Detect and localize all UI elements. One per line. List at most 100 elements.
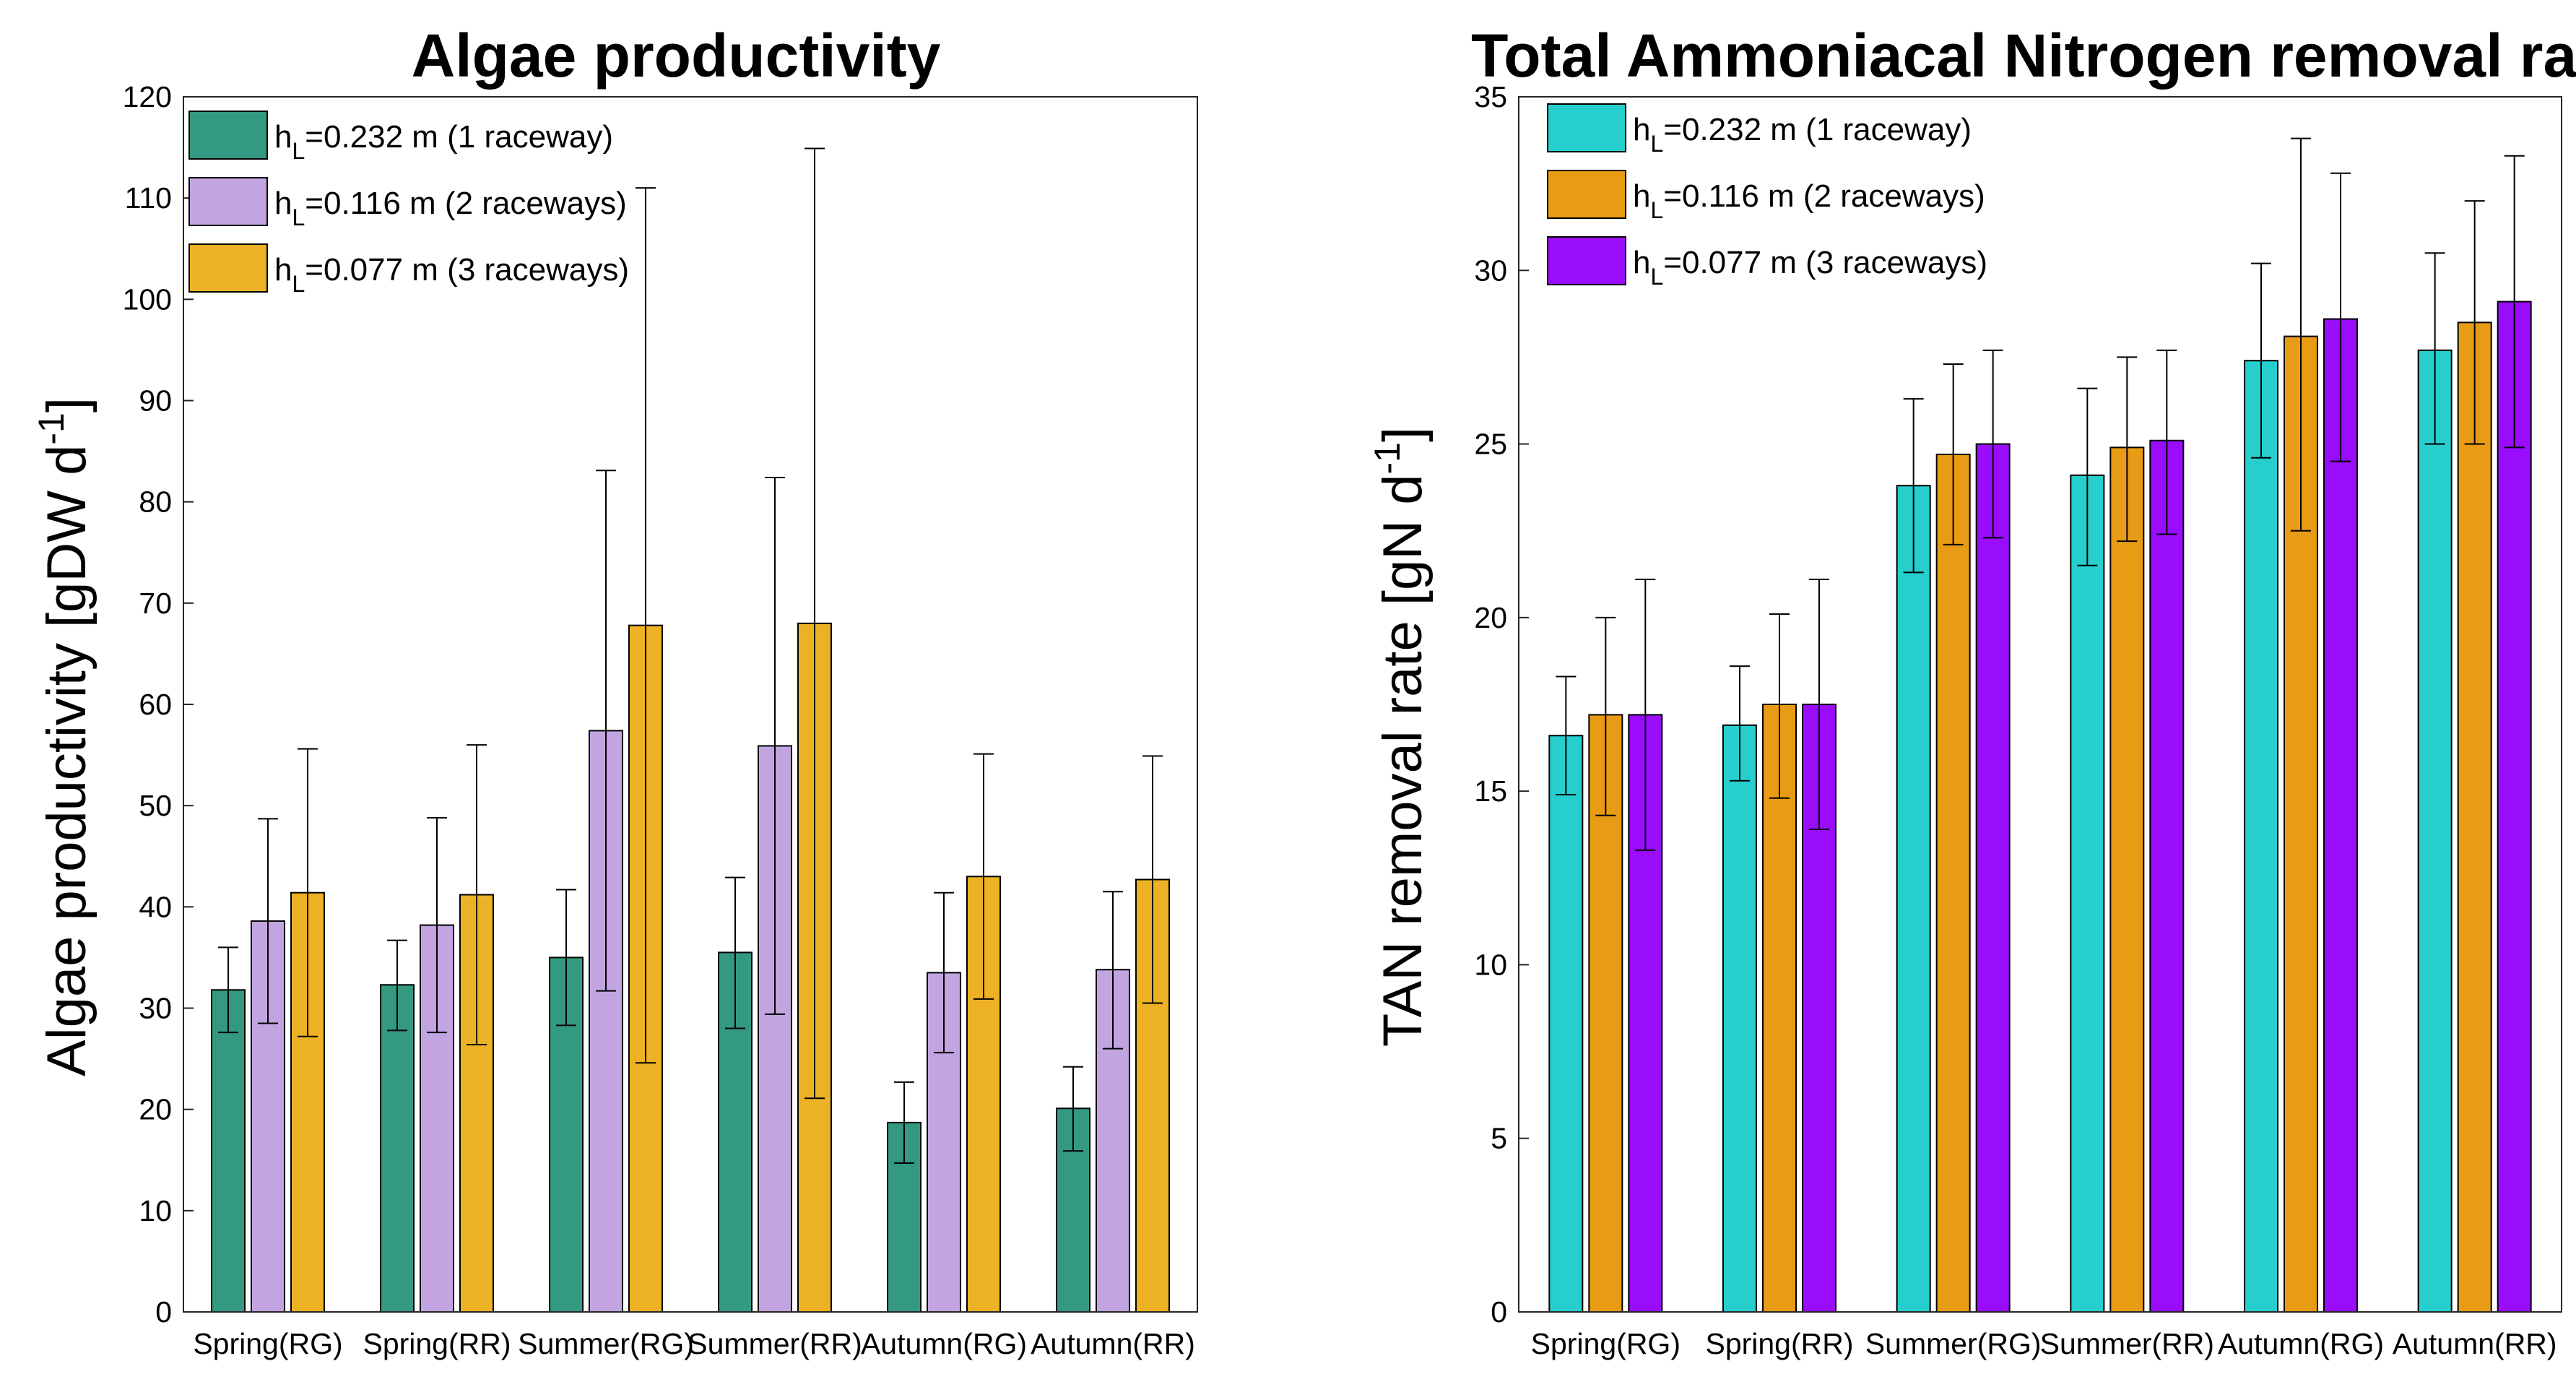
x-tick-label: Spring(RG) xyxy=(1531,1327,1681,1360)
legend-swatch xyxy=(188,111,268,160)
bar xyxy=(1975,443,2011,1313)
legend-label: hL=0.232 m (1 raceway) xyxy=(274,119,613,164)
y-axis-label-main: Algae productivity [gDW d xyxy=(36,445,97,1076)
y-tick-label: 0 xyxy=(155,1295,172,1329)
y-tick-label: 25 xyxy=(1474,428,1507,461)
legend-label: hL=0.116 m (2 raceways) xyxy=(274,186,627,230)
bar xyxy=(2149,439,2185,1313)
y-tick-label: 5 xyxy=(1491,1122,1507,1155)
x-ticks: Spring(RG) Spring(RR) Summer(RG)Summer(RR)… xyxy=(193,1302,1195,1360)
legend-label-rest: =0.077 m (3 raceways) xyxy=(305,252,629,288)
legend: hL=0.232 m (1 raceway)hL=0.116 m (2 race… xyxy=(188,111,629,297)
legend-label-subscript: L xyxy=(1650,197,1663,223)
legend-label: hL=0.077 m (3 raceways) xyxy=(274,252,629,297)
y-tick-label: 10 xyxy=(139,1194,172,1227)
y-tick-label: 35 xyxy=(1474,80,1507,113)
x-tick-label: Spring(RR) xyxy=(1705,1327,1853,1360)
legend-label-subscript: L xyxy=(292,204,305,230)
y-tick-label: 10 xyxy=(1474,948,1507,981)
legend: hL=0.232 m (1 raceway)hL=0.116 m (2 race… xyxy=(1547,103,1987,290)
legend-label-h: h xyxy=(274,186,292,221)
bar xyxy=(1935,453,1971,1313)
plot-frame xyxy=(183,96,1198,1313)
x-tick-label: Summer(RG) xyxy=(1865,1327,2042,1360)
plot-frame xyxy=(1518,96,2562,1313)
y-tick-label: 40 xyxy=(139,890,172,923)
legend-label-rest: =0.232 m (1 raceway) xyxy=(305,119,613,155)
bar xyxy=(2070,474,2105,1313)
bar xyxy=(2244,360,2278,1313)
x-tick-label: Summer(RR) xyxy=(2040,1327,2214,1360)
legend-label-rest: =0.232 m (1 raceway) xyxy=(1663,112,1972,147)
y-tick-label: 80 xyxy=(139,485,172,519)
legend-label-h: h xyxy=(274,252,292,288)
chart-tan-removal-rate: Total Ammoniacal Nitrogen removal rate T… xyxy=(1367,22,2576,1360)
chart-title: Total Ammoniacal Nitrogen removal rate xyxy=(1471,22,2576,90)
legend-label-h: h xyxy=(1633,178,1650,214)
x-tick-label: Summer(RG) xyxy=(518,1327,694,1360)
legend-label-subscript: L xyxy=(1650,264,1663,290)
y-tick-label: 30 xyxy=(139,992,172,1025)
x-tick-label: Summer(RR) xyxy=(688,1327,862,1360)
y-tick-label: 110 xyxy=(125,181,172,215)
bar xyxy=(2457,321,2492,1313)
y-ticks: 0 5 10 15 20 25 30 35 xyxy=(1474,80,1529,1329)
legend-swatch xyxy=(188,177,268,226)
legend-label-rest: =0.077 m (3 raceways) xyxy=(1663,245,1987,280)
y-tick-label: 15 xyxy=(1474,774,1507,808)
legend-label: hL=0.077 m (3 raceways) xyxy=(1633,245,1987,290)
bar xyxy=(380,984,415,1313)
legend-label-subscript: L xyxy=(292,271,305,297)
bar xyxy=(1762,704,1797,1313)
y-tick-label: 30 xyxy=(1474,254,1507,287)
legend-label-rest: =0.116 m (2 raceways) xyxy=(305,186,626,221)
legend-swatch xyxy=(1547,170,1626,219)
bar xyxy=(211,989,246,1313)
y-axis-label-end: ] xyxy=(36,397,97,413)
y-tick-label: 20 xyxy=(1474,601,1507,634)
bar xyxy=(2109,446,2145,1313)
y-tick-label: 120 xyxy=(123,80,172,113)
bars xyxy=(1548,301,2532,1313)
bar xyxy=(2323,318,2358,1313)
y-axis-label-superscript: -1 xyxy=(1367,442,1408,474)
bar xyxy=(1896,485,1931,1313)
error-bars xyxy=(1556,137,2525,851)
error-bars xyxy=(218,147,1163,1164)
y-axis-label-main: TAN removal rate [gN d xyxy=(1372,474,1434,1047)
legend-label-h: h xyxy=(1633,245,1650,280)
bar xyxy=(1722,724,1757,1313)
legend-label-subscript: L xyxy=(1650,131,1663,157)
x-tick-label: Autumn(RR) xyxy=(1031,1327,1195,1360)
y-tick-label: 90 xyxy=(139,384,172,418)
x-tick-label: Spring(RG) xyxy=(193,1327,342,1360)
y-tick-label: 0 xyxy=(1491,1295,1507,1329)
y-tick-label: 20 xyxy=(139,1093,172,1126)
x-tick-label: Autumn(RG) xyxy=(2218,1327,2384,1360)
legend-label-h: h xyxy=(274,119,292,155)
y-tick-label: 70 xyxy=(139,587,172,620)
legend-label-h: h xyxy=(1633,112,1650,147)
chart-title: Algae productivity xyxy=(412,22,941,90)
legend-label: hL=0.116 m (2 raceways) xyxy=(1633,178,1985,223)
x-ticks: Spring(RG) Spring(RR) Summer(RG)Summer(RR)… xyxy=(1531,1302,2557,1360)
bar xyxy=(1548,735,1584,1313)
y-tick-label: 60 xyxy=(139,688,172,721)
x-tick-label: Autumn(RR) xyxy=(2393,1327,2557,1360)
bar xyxy=(2497,301,2532,1313)
y-tick-label: 100 xyxy=(123,282,172,316)
x-tick-label: Autumn(RG) xyxy=(861,1327,1027,1360)
x-tick-label: Spring(RR) xyxy=(363,1327,511,1360)
legend-swatch xyxy=(188,243,268,293)
legend-label-subscript: L xyxy=(292,138,305,164)
legend-label: hL=0.232 m (1 raceway) xyxy=(1633,112,1972,157)
y-ticks: 0 10 20 30 40 50 60 70 80 90 100 110 120 xyxy=(123,80,194,1329)
legend-label-rest: =0.116 m (2 raceways) xyxy=(1663,178,1985,214)
legend-swatch xyxy=(1547,236,1626,285)
bar xyxy=(2417,349,2453,1313)
legend-swatch xyxy=(1547,103,1626,152)
y-axis-label: TAN removal rate [gN d-1] xyxy=(1367,427,1434,1047)
y-axis-label-end: ] xyxy=(1372,427,1434,442)
